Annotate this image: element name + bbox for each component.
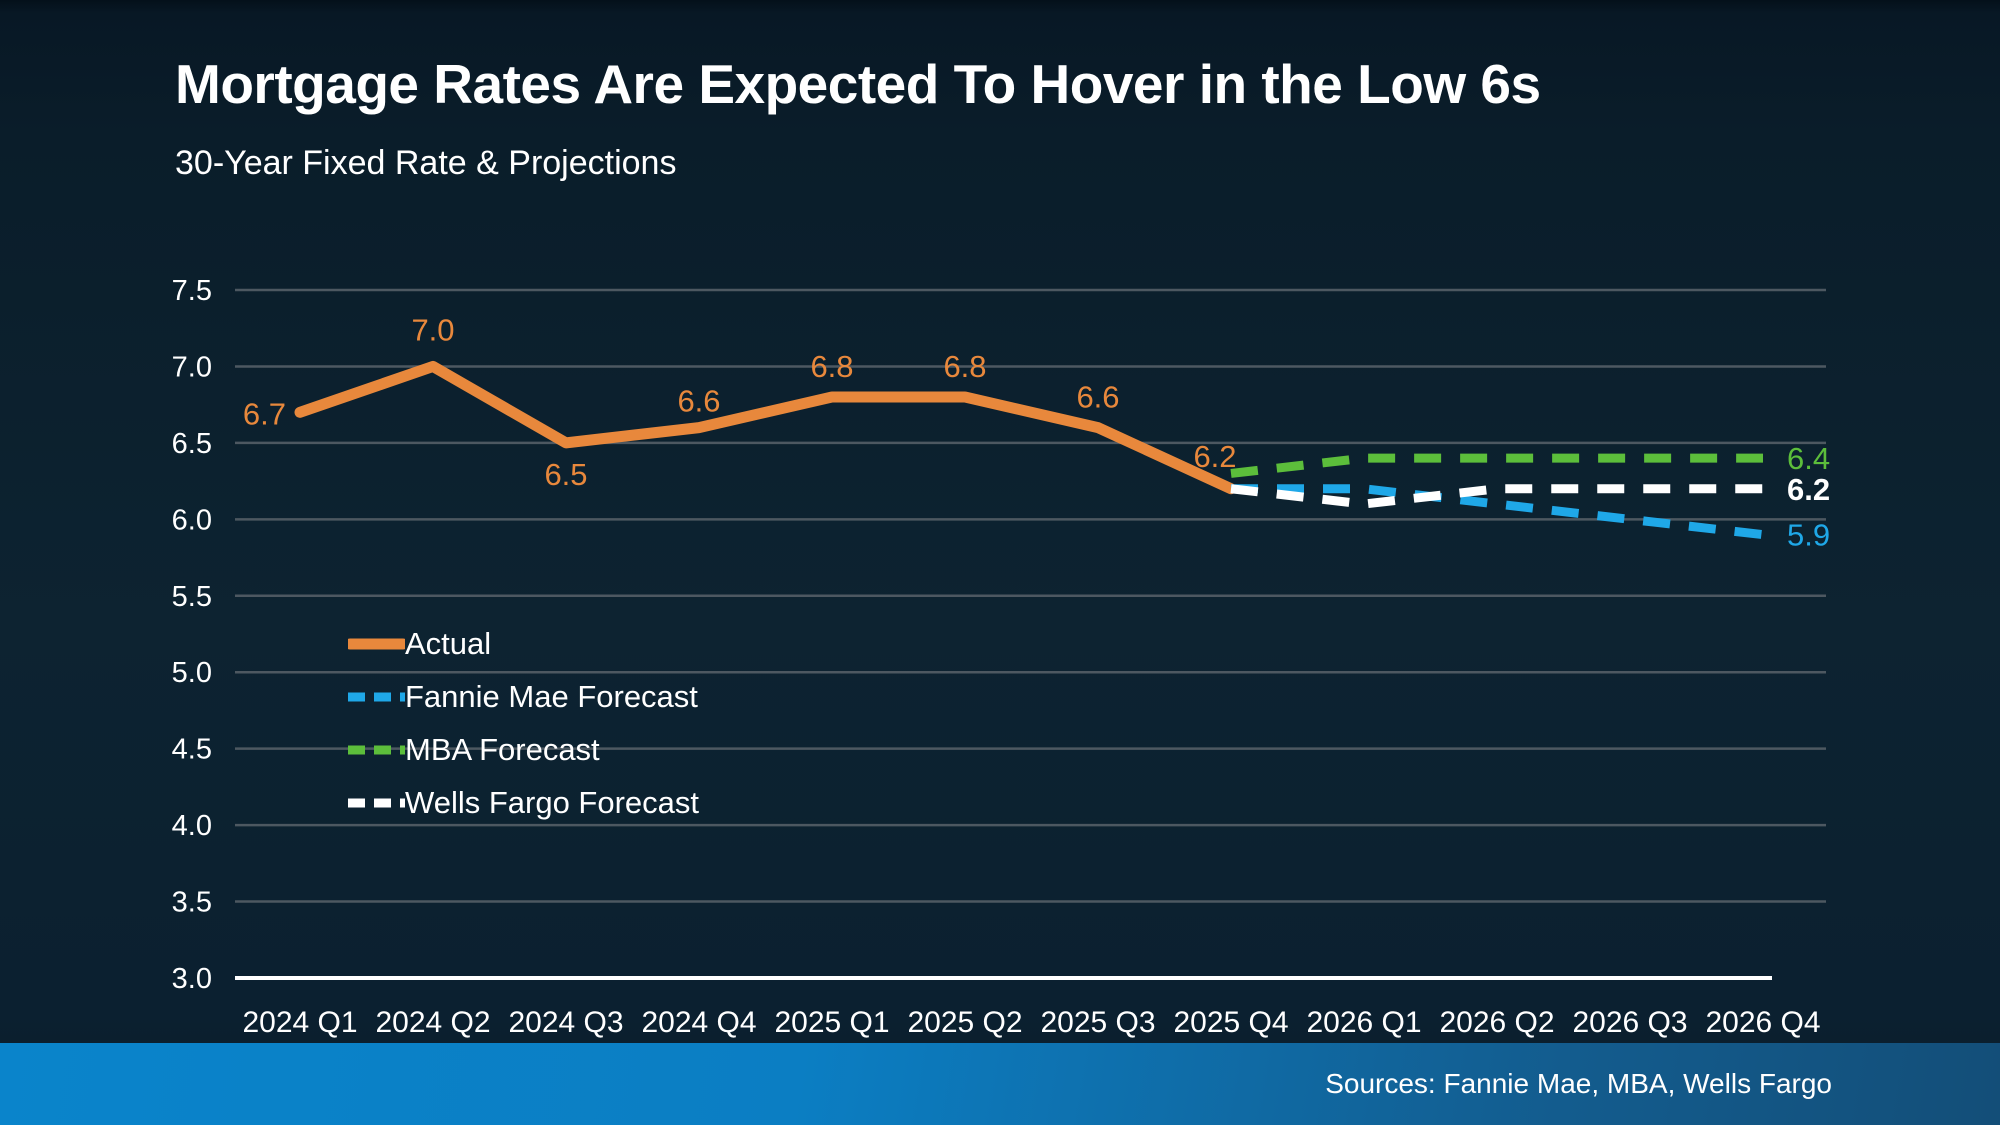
sources-text: Sources: Fannie Mae, MBA, Wells Fargo (1325, 1068, 1832, 1099)
series-line-wells-fargo-forecast (1230, 484, 1763, 509)
data-label-actual: 6.7 (243, 396, 286, 431)
y-tick-label: 5.0 (172, 657, 212, 689)
chart-legend: Actual Fannie Mae Forecast MBA Forecast … (348, 617, 699, 829)
dashed-line-swatch-icon (348, 692, 405, 701)
y-tick-label: 7.5 (172, 275, 212, 307)
y-tick-label: 5.5 (172, 581, 212, 613)
y-tick-label: 6.0 (172, 504, 212, 536)
data-label-actual: 6.2 (1193, 439, 1236, 474)
x-tick-label: 2026 Q1 (1306, 1006, 1421, 1039)
x-tick-label: 2025 Q4 (1173, 1006, 1288, 1039)
actual-line-swatch-icon (348, 638, 405, 649)
x-tick-label: 2025 Q3 (1040, 1006, 1155, 1039)
data-label-actual: 6.8 (943, 349, 986, 384)
data-label-actual: 6.6 (677, 384, 720, 419)
y-tick-label: 7.0 (172, 351, 212, 383)
data-label-actual: 6.8 (810, 349, 853, 384)
end-label-wells-fargo-forecast: 6.2 (1787, 472, 1830, 507)
data-label-actual: 6.5 (544, 457, 587, 492)
end-label-mba-forecast: 6.4 (1787, 441, 1830, 476)
legend-item-fannie-mae: Fannie Mae Forecast (348, 670, 699, 723)
x-tick-label: 2024 Q3 (508, 1006, 623, 1039)
dashed-line-swatch-icon (348, 745, 405, 754)
legend-label: Wells Fargo Forecast (405, 785, 700, 820)
end-label-fannie-mae-forecast: 5.9 (1787, 518, 1830, 553)
y-tick-label: 3.5 (172, 887, 212, 919)
y-tick-label: 4.5 (172, 734, 212, 766)
legend-item-wells-fargo: Wells Fargo Forecast (348, 776, 699, 829)
series-line-fannie-mae-forecast (1231, 484, 1764, 540)
page-subtitle: 30-Year Fixed Rate & Projections (175, 144, 677, 182)
data-label-actual: 7.0 (411, 312, 454, 347)
x-tick-label: 2024 Q1 (242, 1006, 357, 1039)
series-line-actual (294, 360, 1237, 495)
x-tick-label: 2026 Q4 (1705, 1006, 1820, 1039)
y-tick-label: 4.0 (172, 810, 212, 842)
legend-label: Actual (405, 626, 492, 661)
data-label-actual: 6.6 (1076, 380, 1119, 415)
source-bar: Sources: Fannie Mae, MBA, Wells Fargo (0, 1043, 2000, 1125)
page-title: Mortgage Rates Are Expected To Hover in … (175, 53, 1541, 115)
series-line-mba-forecast (1230, 453, 1763, 478)
y-tick-label: 3.0 (172, 963, 212, 995)
x-tick-label: 2026 Q3 (1572, 1006, 1687, 1039)
dashed-line-swatch-icon (348, 798, 405, 807)
legend-label: MBA Forecast (405, 732, 600, 767)
x-tick-label: 2025 Q1 (774, 1006, 889, 1039)
x-tick-label: 2024 Q4 (641, 1006, 756, 1039)
legend-label: Fannie Mae Forecast (405, 679, 698, 714)
y-tick-label: 6.5 (172, 428, 212, 460)
legend-item-mba: MBA Forecast (348, 723, 699, 776)
x-tick-label: 2025 Q2 (907, 1006, 1022, 1039)
header: Mortgage Rates Are Expected To Hover in … (175, 52, 1541, 183)
x-tick-label: 2024 Q2 (375, 1006, 490, 1039)
x-tick-label: 2026 Q2 (1439, 1006, 1554, 1039)
legend-item-actual: Actual (348, 617, 699, 670)
